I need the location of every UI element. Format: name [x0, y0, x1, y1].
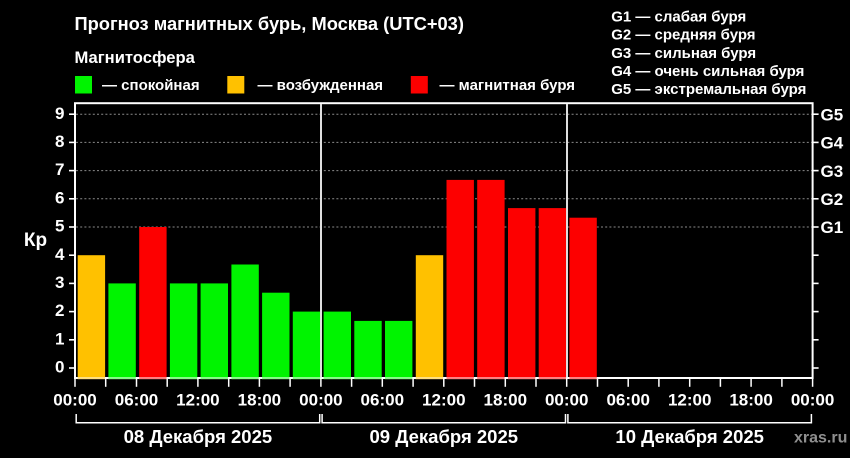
svg-text:18:00: 18:00 — [484, 391, 527, 410]
svg-text:Магнитосфера: Магнитосфера — [75, 48, 196, 67]
svg-text:4: 4 — [55, 245, 65, 264]
svg-text:18:00: 18:00 — [238, 391, 281, 410]
svg-text:Кр: Кр — [24, 230, 47, 251]
svg-text:18:00: 18:00 — [729, 391, 772, 410]
svg-text:00:00: 00:00 — [299, 391, 342, 410]
svg-text:00:00: 00:00 — [791, 391, 834, 410]
svg-text:06:00: 06:00 — [606, 391, 649, 410]
svg-text:0: 0 — [55, 358, 64, 377]
svg-text:12:00: 12:00 — [176, 391, 219, 410]
svg-text:08 Декабря 2025: 08 Декабря 2025 — [124, 426, 273, 447]
svg-text:5: 5 — [55, 217, 64, 236]
svg-text:— возбужденная: — возбужденная — [258, 77, 384, 94]
svg-text:06:00: 06:00 — [361, 391, 404, 410]
svg-text:G4: G4 — [821, 134, 844, 153]
svg-text:Прогноз магнитных бурь, Москва: Прогноз магнитных бурь, Москва (UTC+03) — [75, 13, 464, 34]
svg-text:G3: G3 — [821, 162, 844, 181]
svg-text:6: 6 — [55, 188, 64, 207]
svg-text:12:00: 12:00 — [668, 391, 711, 410]
svg-text:G3 — сильная буря: G3 — сильная буря — [611, 45, 756, 62]
svg-text:06:00: 06:00 — [115, 391, 158, 410]
svg-text:3: 3 — [55, 273, 64, 292]
svg-text:7: 7 — [55, 160, 64, 179]
svg-text:12:00: 12:00 — [422, 391, 465, 410]
svg-text:8: 8 — [55, 132, 64, 151]
svg-text:— спокойная: — спокойная — [102, 77, 200, 94]
svg-text:1: 1 — [55, 329, 64, 348]
svg-text:G1: G1 — [821, 218, 844, 237]
svg-text:9: 9 — [55, 104, 64, 123]
svg-text:G4 — очень сильная буря: G4 — очень сильная буря — [611, 63, 804, 80]
svg-text:G5 — экстремальная буря: G5 — экстремальная буря — [611, 81, 806, 98]
svg-text:2: 2 — [55, 301, 64, 320]
svg-text:00:00: 00:00 — [53, 391, 96, 410]
svg-text:10 Декабря 2025: 10 Декабря 2025 — [615, 426, 764, 447]
svg-text:00:00: 00:00 — [545, 391, 588, 410]
svg-text:G2 — средняя буря: G2 — средняя буря — [611, 27, 755, 44]
svg-text:G1 — слабая буря: G1 — слабая буря — [611, 8, 746, 25]
svg-text:G2: G2 — [821, 190, 844, 209]
svg-text:09 Декабря 2025: 09 Декабря 2025 — [370, 426, 519, 447]
svg-text:— магнитная буря: — магнитная буря — [440, 77, 576, 94]
svg-text:G5: G5 — [821, 105, 844, 124]
svg-text:xras.ru: xras.ru — [794, 429, 847, 446]
